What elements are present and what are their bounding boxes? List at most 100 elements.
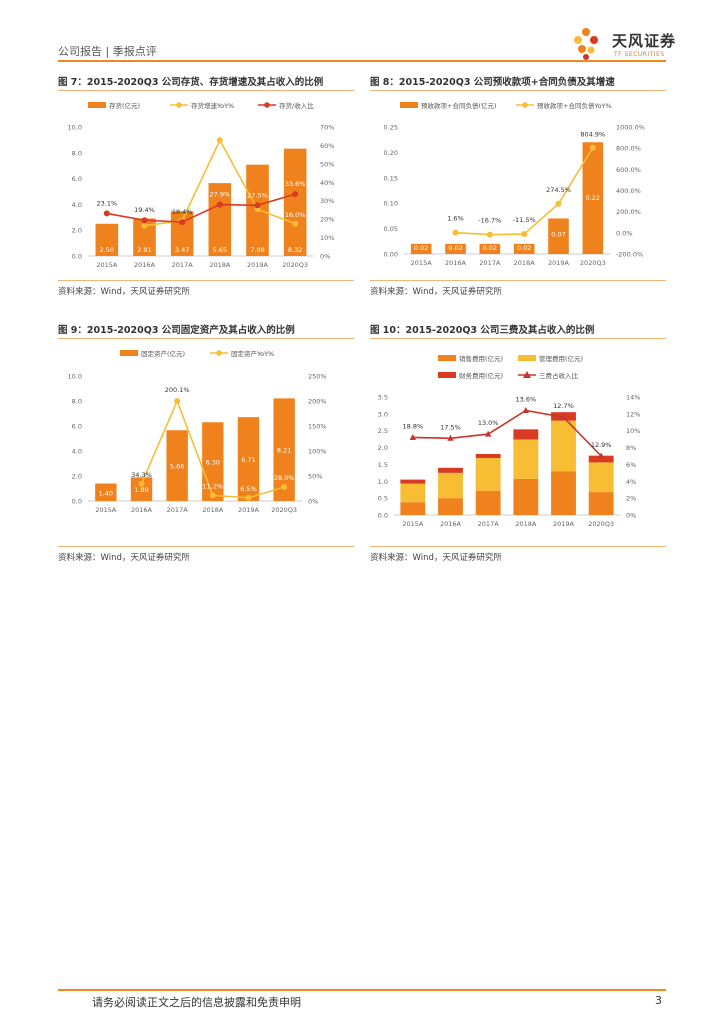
y-left-tick-label: 0.10	[384, 200, 398, 208]
legend-advance-yoy-label: 预收款项+合同负债YoY%	[537, 101, 612, 110]
bar-value-label: 3.47	[175, 246, 189, 254]
bar-value-label: 8.21	[277, 447, 291, 455]
x-tick-label: 2017A	[167, 506, 189, 514]
advance-yoy-data-label: 274.5%	[546, 186, 571, 194]
expense-ratio-data-label: 13.6%	[516, 395, 537, 403]
fig7-chart: 存货(亿元) 存货增速YoY% 存货/收入比 0.0 2.0 4.0 6.0 8.0 10.0 0…	[68, 101, 335, 269]
y-right-tick-label: 20%	[320, 216, 334, 224]
stack-segment-2	[588, 455, 614, 463]
bar	[513, 243, 535, 254]
legend-advance-swatch	[400, 102, 418, 108]
y-right-tick-label: 12%	[626, 410, 640, 418]
y-right-tick-label: 50%	[308, 473, 322, 481]
fixed-assets-yoy-data-label: 11.2%	[203, 482, 224, 490]
expense-ratio-data-label: 12.7%	[553, 402, 574, 410]
ratio-data-label: 33.6%	[285, 180, 306, 188]
stack-segment-0	[513, 478, 539, 515]
fig7-source: 资料来源：Wind，天风证券研究所	[58, 287, 190, 297]
x-tick-label: 2015A	[95, 506, 117, 514]
bar	[95, 483, 117, 501]
expense-ratio-point	[409, 433, 417, 440]
x-tick-label: 2016A	[440, 520, 462, 528]
bar	[445, 243, 466, 254]
y-right-tick-label: 800.0%	[616, 145, 641, 153]
legend-admin-swatch	[518, 355, 536, 361]
x-tick-label: 2017A	[172, 261, 194, 269]
bar	[237, 417, 260, 501]
bar-value-label: 0.02	[448, 244, 462, 252]
ratio-data-label: 18.4%	[172, 208, 193, 216]
inventory-ratio-point	[216, 201, 223, 208]
y-right-tick-label: 2%	[626, 495, 636, 503]
advance-yoy-data-label: -11.5%	[513, 216, 536, 224]
stack-segment-1	[588, 462, 614, 493]
y-left-tick-label: 0.0	[378, 512, 388, 520]
x-tick-label: 2019A	[247, 261, 269, 269]
fixed-assets-yoy-data-label: 34.3%	[131, 471, 152, 479]
y-right-tick-label: 50%	[320, 160, 334, 168]
x-tick-label: 2016A	[445, 259, 467, 267]
fig9-title: 图 9：2015-2020Q3 公司固定资产及其占收入的比例	[58, 325, 295, 336]
bar-value-label: 2.91	[137, 246, 151, 254]
fig8-title: 图 8：2015-2020Q3 公司预收款项+合同负债及其增速	[370, 77, 615, 88]
y-right-tick-label: 0%	[308, 498, 318, 506]
y-left-tick-label: 1.5	[378, 461, 388, 469]
y-right-tick-label: 150%	[308, 423, 327, 431]
bar-value-label: 5.65	[213, 246, 227, 254]
fig9-source: 资料来源：Wind，天风证券研究所	[58, 553, 190, 563]
advance-yoy-data-label: 804.9%	[580, 131, 605, 139]
expense-ratio-point	[447, 434, 454, 441]
advance-yoy-data-label: -16.7%	[478, 217, 501, 225]
fig8-rule	[370, 90, 666, 91]
legend-selling-swatch	[438, 355, 456, 361]
x-tick-label: 2019A	[548, 259, 570, 267]
y-left-tick-label: 10.0	[68, 124, 82, 132]
expense-ratio-point	[484, 430, 492, 437]
legend-inventory-label: 存货(亿元)	[109, 101, 140, 110]
bar-value-label: 1.89	[134, 486, 148, 494]
legend-inventory-yoy-swatch-marker	[176, 102, 182, 108]
y-left-tick-label: 3.5	[378, 394, 388, 402]
expense-ratio-data-label: 17.5%	[440, 423, 461, 431]
legend-admin-label: 管理费用(亿元)	[539, 354, 583, 363]
y-right-tick-label: 4%	[626, 478, 636, 486]
stack-segment-1	[400, 483, 426, 503]
y-left-tick-label: 0.0	[72, 253, 82, 261]
y-right-tick-label: 200.0%	[616, 208, 641, 216]
legend-advance-yoy-swatch-marker	[522, 102, 528, 108]
legend-expense-ratio-swatch-marker	[523, 371, 531, 378]
x-tick-label: 2020Q3	[282, 261, 308, 269]
bar-value-label: 7.08	[250, 246, 264, 254]
fig9-bottom-rule	[58, 546, 354, 547]
legend-inventory-yoy-label: 存货增速YoY%	[191, 101, 234, 110]
fixed-assets-yoy-point	[174, 397, 181, 404]
bar	[548, 218, 569, 254]
fixed-assets-yoy-point	[245, 494, 252, 501]
fixed-assets-yoy-data-label: 6.5%	[240, 485, 257, 493]
legend-inventory-swatch	[88, 102, 106, 108]
stack-segment-0	[475, 490, 501, 515]
bar	[273, 398, 295, 501]
y-left-tick-label: 2.0	[378, 444, 388, 452]
expense-ratio-point	[597, 452, 605, 459]
y-left-tick-label: 4.0	[72, 201, 82, 209]
bar-value-label: 0.22	[586, 194, 600, 202]
y-left-tick-label: 2.5	[378, 427, 388, 435]
advance-yoy-data-label: 1.6%	[447, 215, 464, 223]
y-left-tick-label: 10.0	[68, 373, 82, 381]
bar-value-label: 8.32	[288, 246, 302, 254]
x-tick-label: 2020Q3	[588, 520, 614, 528]
bar-value-label: 6.71	[241, 456, 255, 464]
advance-yoy-point	[452, 229, 459, 236]
bar	[208, 183, 232, 256]
y-left-tick-label: 0.25	[384, 124, 398, 132]
y-left-tick-label: 6.0	[72, 423, 82, 431]
ratio-data-label: 23.1%	[97, 199, 118, 207]
bar	[410, 243, 432, 254]
x-tick-label: 2019A	[553, 520, 575, 528]
tf-securities-logo	[574, 28, 598, 60]
stack-segment-1	[551, 420, 576, 472]
y-left-tick-label: 0.00	[384, 251, 398, 259]
inventory-ratio-line	[106, 193, 296, 223]
y-right-tick-label: 0%	[320, 253, 330, 261]
